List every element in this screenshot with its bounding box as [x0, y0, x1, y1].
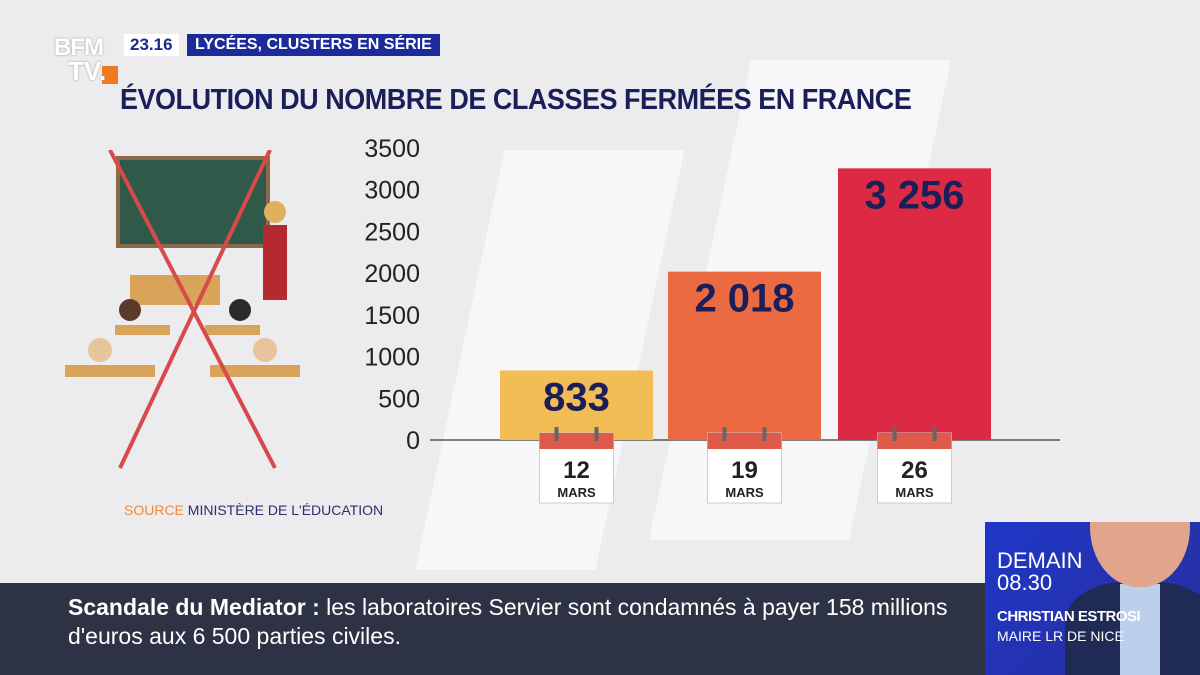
news-ticker: Scandale du Mediator : les laboratoires …: [0, 583, 985, 675]
x-tick-day: 19: [731, 457, 758, 484]
bar-value-label: 833: [543, 376, 610, 420]
source-note: SOURCE MINISTÈRE DE L'ÉDUCATION: [124, 502, 384, 518]
x-tick-month: MARS: [557, 485, 596, 500]
guest-photo: [1090, 522, 1190, 587]
bar-value-label: 3 256: [864, 173, 964, 217]
crossed-classroom-illustration: [65, 150, 300, 469]
y-tick-label: 500: [378, 385, 420, 413]
ticker-headline: Scandale du Mediator :: [68, 594, 320, 620]
bar: [668, 271, 821, 440]
y-tick-label: 2000: [364, 260, 420, 288]
bar: [500, 370, 653, 440]
y-tick-label: 1500: [364, 302, 420, 330]
y-tick-label: 0: [406, 427, 420, 455]
bar-value-label: 2 018: [694, 277, 794, 321]
program-promo: DEMAIN 08.30 CHRISTIAN ESTROSI MAIRE LR D…: [985, 522, 1200, 675]
promo-time: 08.30: [997, 570, 1053, 595]
x-tick-day: 26: [901, 457, 928, 484]
y-tick-label: 3500: [364, 135, 420, 163]
chart-title: ÉVOLUTION DU NOMBRE DE CLASSES FERMÉES E…: [120, 84, 912, 116]
topic-banner: LYCÉES, CLUSTERS EN SÉRIE: [187, 34, 440, 56]
y-tick-label: 1000: [364, 344, 420, 372]
x-tick-day: 12: [563, 457, 590, 484]
x-tick-month: MARS: [725, 485, 764, 500]
guest-role: MAIRE LR DE NICE: [997, 628, 1124, 644]
x-tick-month: MARS: [895, 485, 934, 500]
bfmtv-logo: BFM TV.: [54, 34, 120, 86]
bar: [838, 168, 991, 440]
guest-name: CHRISTIAN ESTROSI: [997, 608, 1141, 625]
ticker-text: les laboratoires Servier sont condamnés …: [68, 594, 948, 649]
y-tick-label: 3000: [364, 177, 420, 205]
y-tick-label: 2500: [364, 218, 420, 246]
promo-day: DEMAIN: [997, 548, 1083, 573]
clock: 23.16: [124, 34, 179, 56]
